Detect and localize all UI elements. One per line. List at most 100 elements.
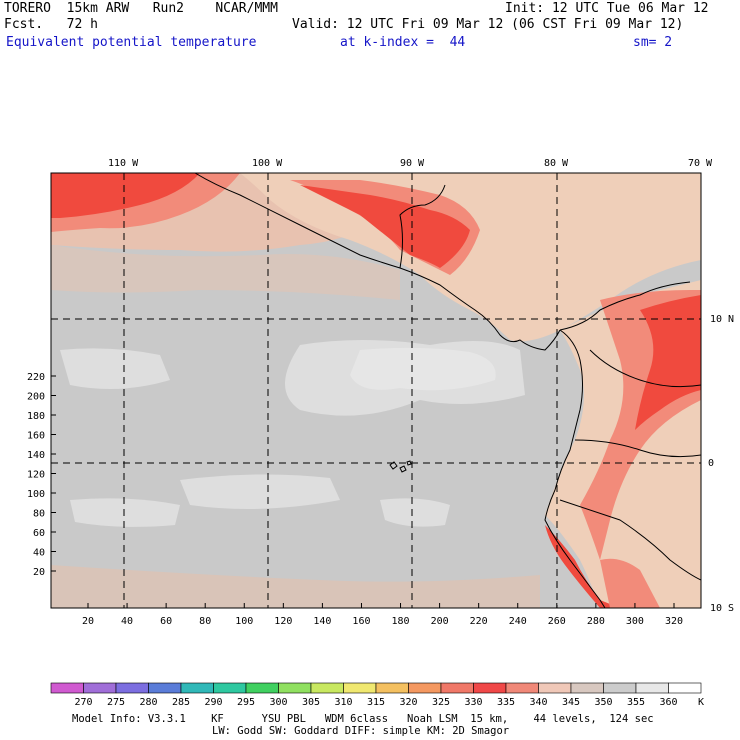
x-tick-label: 240 bbox=[509, 616, 527, 627]
colorbar-label: 270 bbox=[74, 697, 92, 708]
hot-nw-coast bbox=[51, 173, 200, 218]
y-tick-label: 120 bbox=[27, 470, 45, 481]
colorbar-swatch bbox=[148, 682, 182, 694]
y-axis-ticks: 20 40 60 80 100 120 140 160 180 200 220 bbox=[27, 372, 56, 578]
x-tick-label: 320 bbox=[665, 616, 683, 627]
colorbar-swatch bbox=[538, 682, 572, 694]
cool-ocean-patch bbox=[180, 474, 340, 509]
x-tick-label: 260 bbox=[548, 616, 566, 627]
model-physics: LW: Godd SW: Goddard DIFF: simple KM: 2D… bbox=[212, 725, 510, 737]
colorbar-swatch bbox=[603, 682, 637, 694]
lat-label: 0 bbox=[708, 458, 714, 469]
field-name: Equivalent potential temperature bbox=[6, 35, 257, 50]
graticule bbox=[51, 173, 701, 608]
colorbar-unit: K bbox=[698, 697, 704, 708]
colorbar-swatch bbox=[635, 682, 669, 694]
colorbar-label: 335 bbox=[497, 697, 515, 708]
colorbar-label: 310 bbox=[334, 697, 352, 708]
colorbar-swatch bbox=[343, 682, 377, 694]
colorbar-label: 275 bbox=[107, 697, 125, 708]
colorbar-swatch bbox=[245, 682, 279, 694]
x-tick-label: 180 bbox=[392, 616, 410, 627]
colorbar-swatch bbox=[278, 682, 312, 694]
lon-label: 80 W bbox=[544, 158, 569, 169]
y-tick-label: 140 bbox=[27, 450, 45, 461]
colorbar-swatch bbox=[408, 682, 442, 694]
x-tick-label: 120 bbox=[274, 616, 292, 627]
y-tick-label: 60 bbox=[33, 528, 45, 539]
x-tick-label: 280 bbox=[587, 616, 605, 627]
model-title: TORERO 15km ARW Run2 NCAR/MMM bbox=[4, 1, 278, 16]
coastline-central-america bbox=[399, 184, 446, 269]
y-tick-label: 40 bbox=[33, 548, 45, 559]
y-tick-label: 220 bbox=[27, 372, 45, 383]
colorbar-label: 300 bbox=[269, 697, 287, 708]
y-tick-label: 180 bbox=[27, 411, 45, 422]
colorbar-swatch bbox=[505, 682, 539, 694]
x-tick-label: 40 bbox=[121, 616, 133, 627]
coastline-south-america bbox=[544, 329, 606, 608]
colorbar-label: 320 bbox=[399, 697, 417, 708]
colorbar-swatch bbox=[83, 682, 117, 694]
lat-labels: 10 N 0 10 S bbox=[708, 314, 734, 614]
y-tick-label: 80 bbox=[33, 509, 45, 520]
warm-south-band bbox=[51, 565, 540, 608]
smoothing: sm= 2 bbox=[633, 35, 673, 50]
cool-ocean-patch bbox=[380, 498, 450, 527]
lon-labels: 110 W 100 W 90 W 80 W 70 W bbox=[108, 158, 713, 169]
border-line bbox=[559, 499, 701, 581]
colorbar-label: 295 bbox=[237, 697, 255, 708]
colorbar-label: 305 bbox=[302, 697, 320, 708]
x-tick-label: 100 bbox=[235, 616, 253, 627]
model-info: Model Info: V3.3.1 KF YSU PBL WDM 6class… bbox=[72, 713, 654, 725]
forecast-hour: Fcst. 72 h bbox=[4, 17, 98, 32]
warm-north-band bbox=[51, 245, 400, 300]
cool-ocean-patch bbox=[70, 498, 180, 527]
x-tick-label: 20 bbox=[82, 616, 94, 627]
colorbar-swatch bbox=[375, 682, 409, 694]
land-central-america bbox=[240, 173, 701, 342]
colorbar-label: 285 bbox=[172, 697, 190, 708]
colorbar-label: 325 bbox=[432, 697, 450, 708]
field-shading bbox=[51, 173, 701, 608]
hot-andes bbox=[545, 525, 620, 608]
lon-label: 70 W bbox=[688, 158, 713, 169]
colorbar-label: 355 bbox=[627, 697, 645, 708]
lon-label: 100 W bbox=[252, 158, 283, 169]
x-axis-ticks: 20 40 60 80 100 120 140 160 180 200 220 240 260 280 30… bbox=[82, 603, 683, 627]
coastline-central-america bbox=[194, 173, 561, 351]
border-line bbox=[574, 439, 701, 458]
colorbar-swatch bbox=[213, 682, 247, 694]
lon-label: 110 W bbox=[108, 158, 139, 169]
colorbar-swatch bbox=[570, 682, 604, 694]
x-tick-label: 300 bbox=[626, 616, 644, 627]
y-tick-label: 200 bbox=[27, 392, 45, 403]
lat-label: 10 S bbox=[710, 603, 734, 614]
lat-label: 10 N bbox=[710, 314, 734, 325]
colorbar-label: 350 bbox=[594, 697, 612, 708]
hot-andes bbox=[600, 558, 660, 608]
y-tick-label: 20 bbox=[33, 567, 45, 578]
colorbar-swatch bbox=[50, 682, 84, 694]
hot-central-america bbox=[300, 185, 470, 268]
coastline-south-america bbox=[559, 281, 691, 331]
lon-label: 90 W bbox=[400, 158, 425, 169]
hot-andes bbox=[635, 295, 701, 430]
colorbar-swatch bbox=[180, 682, 214, 694]
y-tick-label: 160 bbox=[27, 431, 45, 442]
x-tick-label: 140 bbox=[313, 616, 331, 627]
colorbar-label: 340 bbox=[529, 697, 547, 708]
x-tick-label: 220 bbox=[470, 616, 488, 627]
level-index: at k-index = 44 bbox=[340, 35, 466, 50]
coastlines bbox=[194, 173, 701, 608]
colorbar-label: 330 bbox=[464, 697, 482, 708]
valid-time: Valid: 12 UTC Fri 09 Mar 12 (06 CST Fri … bbox=[292, 17, 684, 32]
colorbar-swatch bbox=[668, 682, 702, 694]
x-tick-label: 200 bbox=[431, 616, 449, 627]
y-tick-label: 100 bbox=[27, 489, 45, 500]
cool-ocean-patch bbox=[350, 347, 496, 391]
colorbar: 270 275 280 285 290 295 300 305 310 315 320 325 330 3… bbox=[50, 682, 702, 708]
colorbar-label: 290 bbox=[204, 697, 222, 708]
colorbar-label: 280 bbox=[139, 697, 157, 708]
